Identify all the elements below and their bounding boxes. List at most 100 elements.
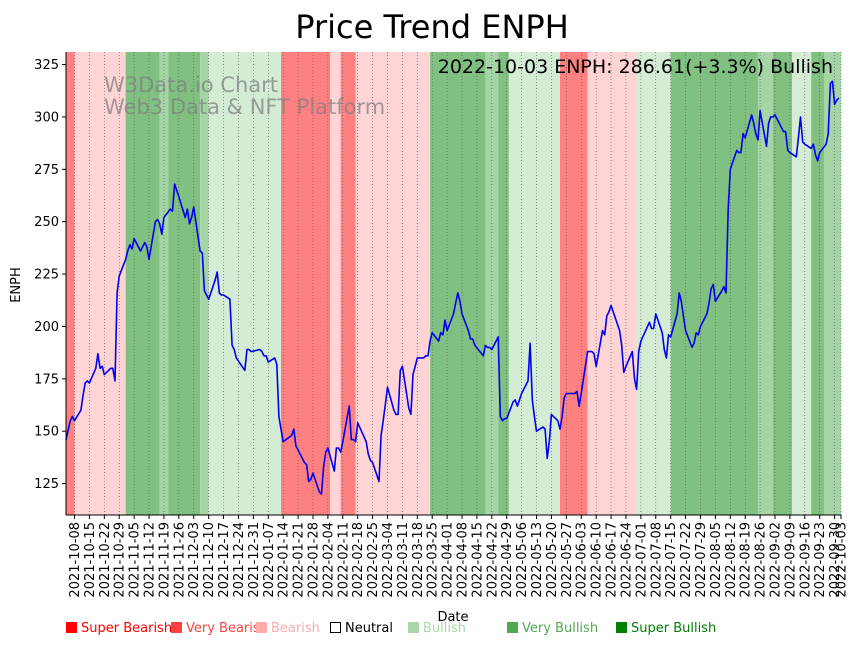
- x-tick-label: 2022-07-08: [649, 522, 664, 598]
- legend-label: Neutral: [345, 621, 393, 636]
- watermark-line-1: W3Data.io Chart: [104, 73, 278, 97]
- legend-item: Bearish: [256, 621, 320, 636]
- x-tick-label: 2021-11-05: [128, 522, 143, 598]
- legend-swatch: [256, 622, 267, 633]
- watermark-line-2: Web3 Data & NFT Platform: [104, 95, 385, 119]
- x-tick-label: 2021-11-26: [172, 522, 187, 598]
- x-tick-label: 2022-01-28: [306, 522, 321, 598]
- price-series-line: [65, 80, 840, 495]
- legend-label: Super Bullish: [631, 621, 717, 636]
- x-tick-label: 2022-06-03: [575, 522, 590, 598]
- x-tick-label: 2022-09-23: [813, 522, 828, 598]
- legend-swatch: [66, 622, 77, 633]
- regime-band-bearish: [587, 52, 637, 515]
- regime-band-very_bullish: [757, 52, 773, 515]
- legend-label: Very Bullish: [522, 621, 599, 636]
- x-tick-label: 2022-04-29: [500, 522, 515, 598]
- x-tick-label: 2021-11-19: [157, 522, 172, 598]
- x-tick-label: 2021-12-31: [247, 522, 262, 598]
- x-axis-label: Date: [437, 610, 468, 625]
- x-tick-label: 2022-09-30: [828, 522, 843, 598]
- regime-band-super_bullish: [125, 52, 160, 515]
- x-tick-label: 2021-12-17: [217, 522, 232, 598]
- x-tick-label: 2022-08-12: [724, 522, 739, 598]
- x-tick-label: 2022-07-15: [664, 522, 679, 598]
- legend-item: Super Bearish: [66, 621, 172, 636]
- y-tick-label: 325: [34, 58, 59, 73]
- x-tick-label: 2022-10-03: [835, 522, 850, 598]
- regime-band-bearish: [74, 52, 126, 515]
- latest-price-annotation: 2022-10-03 ENPH: 286.61(+3.3%) Bullish: [438, 56, 833, 78]
- y-tick-label: 250: [34, 215, 59, 230]
- x-tick-label: 2021-12-24: [232, 522, 247, 598]
- x-tick-label: 2022-07-29: [694, 522, 709, 598]
- chart-title: Price Trend ENPH: [295, 8, 569, 46]
- x-tick-label: 2022-05-27: [560, 522, 575, 598]
- regime-band-super_bullish: [811, 52, 824, 515]
- x-tick-label: 2022-06-17: [605, 522, 620, 598]
- y-tick-label: 275: [34, 163, 59, 178]
- x-tick-label: 2022-07-22: [679, 522, 694, 598]
- legend-label: Bullish: [423, 621, 467, 636]
- legend-swatch: [171, 622, 182, 633]
- x-tick-label: 2022-05-13: [530, 522, 545, 598]
- regime-band-very_bullish: [823, 52, 841, 515]
- regime-band-bullish: [636, 52, 671, 515]
- x-tick-label: 2022-03-25: [426, 522, 441, 598]
- regime-band-super_bullish: [168, 52, 201, 515]
- x-tick-label: 2022-01-07: [262, 522, 277, 598]
- y-tick-label: 200: [34, 320, 59, 335]
- regime-band-very_bearish: [559, 52, 588, 515]
- x-tick-label: 2022-02-04: [321, 522, 336, 598]
- y-axis-label: ENPH: [9, 267, 24, 303]
- legend-item: Very Bearish: [171, 621, 268, 636]
- regime-band-super_bullish: [430, 52, 486, 515]
- legend-label: Very Bearish: [186, 621, 268, 636]
- regime-band-very_bearish: [66, 52, 75, 515]
- x-tick-label: 2022-02-18: [351, 522, 366, 598]
- regime-band-bullish: [792, 52, 812, 515]
- x-tick-label: 2022-03-11: [396, 522, 411, 598]
- x-tick-label: 2022-02-25: [366, 522, 381, 598]
- legend-swatch: [507, 622, 518, 633]
- x-tick-label: 2022-04-22: [485, 522, 500, 598]
- x-tick-label: 2021-12-03: [187, 522, 202, 598]
- legend-item: Neutral: [330, 621, 393, 636]
- legend-swatch: [616, 622, 627, 633]
- x-tick-label: 2022-01-14: [277, 522, 292, 598]
- x-tick-label: 2021-12-10: [202, 522, 217, 598]
- legend-label: Bearish: [271, 621, 320, 636]
- x-tick-label: 2022-05-20: [545, 522, 560, 598]
- x-tick-label: 2021-10-15: [83, 522, 98, 598]
- x-tick-label: 2022-04-15: [470, 522, 485, 598]
- legend-item: Very Bullish: [507, 621, 598, 636]
- regime-band-bullish: [208, 52, 282, 515]
- regime-band-very_bearish: [340, 52, 356, 515]
- legend-item: Bullish: [408, 621, 466, 636]
- x-tick-label: 2022-04-01: [441, 522, 456, 598]
- x-tick-label: 2022-09-09: [783, 522, 798, 598]
- x-tick-label: 2022-06-10: [590, 522, 605, 598]
- y-tick-label: 175: [34, 372, 59, 387]
- regime-band-super_bullish: [498, 52, 509, 515]
- watermark: W3Data.io Chart Web3 Data & NFT Platform: [104, 73, 385, 119]
- regime-band-super_bullish: [772, 52, 793, 515]
- x-tick-label: 2022-07-01: [634, 522, 649, 598]
- y-tick-label: 150: [34, 425, 59, 440]
- y-tick-label: 225: [34, 268, 59, 283]
- x-tick-label: 2022-04-08: [456, 522, 471, 598]
- x-tick-label: 2022-05-06: [515, 522, 530, 598]
- x-tick-label: 2022-03-04: [381, 522, 396, 598]
- regime-band-very_bearish: [281, 52, 331, 515]
- x-tick-label: 2022-06-24: [619, 522, 634, 598]
- x-tick-label: 2022-08-19: [739, 522, 754, 598]
- x-tick-label: 2022-08-26: [754, 522, 769, 598]
- x-tick-label: 2022-09-16: [798, 522, 813, 598]
- x-tick-label: 2021-10-22: [98, 522, 113, 598]
- date-grid-lines: [74, 52, 842, 515]
- legend-label: Super Bearish: [81, 621, 173, 636]
- x-tick-label: 2022-03-18: [411, 522, 426, 598]
- x-tick-label: 2021-10-08: [68, 522, 83, 598]
- x-tick-label: 2022-01-21: [292, 522, 307, 598]
- x-tick-label: 2021-10-29: [113, 522, 128, 598]
